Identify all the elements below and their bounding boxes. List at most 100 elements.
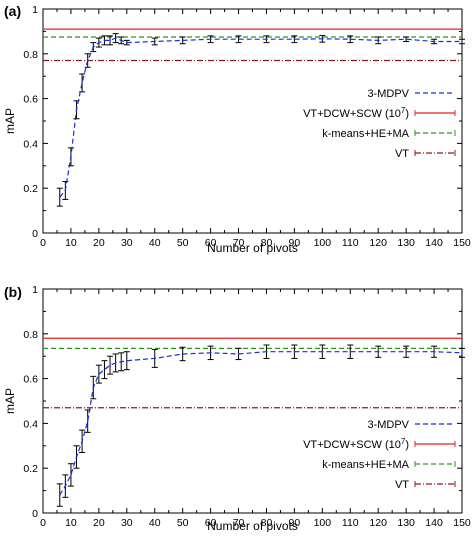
x-tick-label: 70 [233,237,245,249]
data-point [405,38,407,41]
legend-label: 3-MDPV [367,88,409,100]
x-tick-label: 60 [205,517,217,529]
data-point [265,350,268,353]
legend-label: k-means+HE+MA [322,128,409,140]
data-point [153,357,156,360]
data-point [98,373,100,375]
x-tick-label: 90 [289,237,301,249]
data-point [461,40,463,43]
data-point [75,109,78,111]
y-tick-label: 0.2 [23,183,38,195]
data-point [98,41,100,44]
series-line-3-mdpv [59,37,462,198]
data-point [109,364,111,366]
legend: 3-MDPV VT+DCW+SCW (107) k-means+HE+MA VT [303,419,456,491]
x-tick-label: 30 [121,517,133,529]
data-point [120,361,123,363]
x-tick-label: 90 [289,517,301,529]
y-tick-label: 0.2 [23,463,38,475]
data-point [349,350,352,353]
data-point [103,39,106,42]
data-point [321,37,324,40]
x-tick-label: 0 [40,517,46,529]
data-point [70,474,72,476]
y-tick-label: 0 [32,228,38,240]
data-point [321,350,324,353]
data-point [86,59,89,62]
data-point [92,46,95,48]
y-tick-label: 0.4 [23,418,38,430]
data-point [120,39,123,42]
data-point [81,82,83,84]
x-tick-label: 10 [65,237,77,249]
x-tick-label: 140 [425,517,443,529]
data-point [153,40,156,43]
data-point [103,368,106,371]
y-tick-label: 0 [32,508,38,520]
y-tick-label: 1 [32,284,38,296]
x-tick-label: 80 [261,237,273,249]
data-point [433,40,435,43]
data-point [109,39,111,42]
x-tick-label: 40 [149,237,161,249]
x-tick-label: 150 [453,237,471,249]
chart-panel-b: (b)0 10 20 30 40 50 60 70 80 90 100 110 120 130 140 150… [3,284,471,533]
data-point [75,456,78,458]
panel-label: (a) [4,3,21,19]
y-tick-label: 1 [32,4,38,16]
x-tick-label: 10 [65,517,77,529]
x-tick-label: 140 [425,237,443,249]
x-tick-label: 50 [177,517,189,529]
data-point [126,359,128,362]
x-tick-label: 130 [397,517,415,529]
legend-label: 3-MDPV [367,419,409,431]
data-point [237,38,240,41]
legend-label: VT+DCW+SCW (107) [303,106,409,121]
x-tick-label: 30 [121,237,133,249]
data-point [349,38,352,41]
x-tick-label: 120 [369,237,387,249]
data-point [86,420,89,422]
data-point [405,350,407,353]
x-tick-label: 130 [397,237,415,249]
x-tick-label: 50 [177,237,189,249]
legend-label: VT+DCW+SCW (107) [303,437,409,452]
x-tick-label: 70 [233,517,245,529]
x-axis-label: Number of pivots [207,241,298,255]
data-point [209,38,212,41]
data-point [92,386,95,389]
data-point [64,189,67,192]
data-point [377,350,380,353]
data-point [126,41,128,44]
y-axis-label: mAP [3,108,17,134]
y-tick-label: 0.6 [23,94,38,106]
data-point [114,362,117,364]
x-tick-label: 40 [149,517,161,529]
x-tick-label: 80 [261,517,273,529]
data-point [58,196,61,198]
plot-frame [42,8,463,234]
legend-label: VT [395,148,409,160]
y-axis-label: mAP [3,388,17,414]
x-tick-label: 150 [453,517,471,529]
legend-label: VT [395,479,409,491]
y-tick-label: 0.8 [23,49,38,61]
x-tick-label: 0 [40,237,46,249]
x-tick-label: 60 [205,237,217,249]
x-axis-label: Number of pivots [207,519,298,532]
data-point [64,485,67,487]
chart-panel-a: (a)0 10 20 30 40 50 60 70 80 90 100 110 120 130 140 150… [3,3,471,255]
data-point [181,39,184,42]
data-point [265,38,268,41]
data-point [377,39,380,42]
x-tick-label: 100 [314,237,332,249]
data-point [461,352,463,354]
legend-label: k-means+HE+MA [322,459,409,471]
data-point [209,352,212,354]
legend: 3-MDPV VT+DCW+SCW (107) k-means+HE+MA VT [303,88,456,160]
data-point [237,353,240,355]
y-tick-label: 0.4 [23,138,38,150]
y-tick-label: 0.6 [23,374,38,386]
